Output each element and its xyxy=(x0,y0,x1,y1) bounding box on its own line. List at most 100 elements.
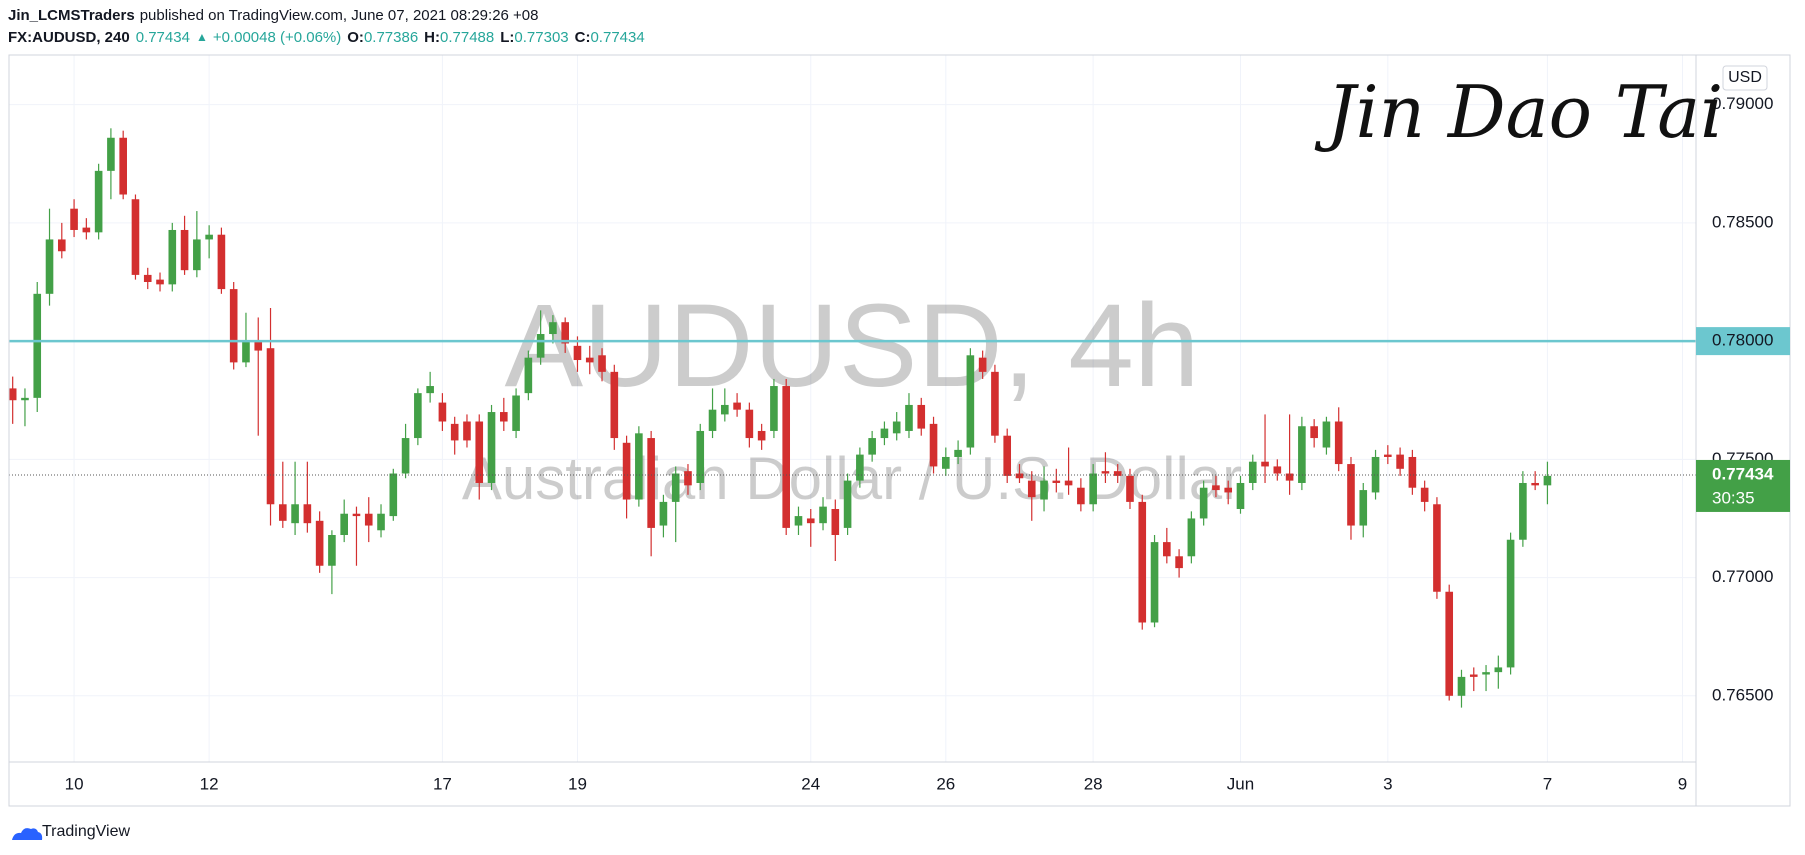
candle-body xyxy=(1175,556,1183,569)
candle-body xyxy=(1150,542,1159,623)
candle-body xyxy=(278,504,287,521)
candle-body xyxy=(1494,667,1503,673)
candle-body xyxy=(1310,426,1318,439)
currency-badge[interactable] xyxy=(1722,65,1768,91)
watermark-description: Australian Dollar / U.S. Dollar xyxy=(462,445,1242,512)
candle-body xyxy=(1371,456,1380,493)
candle-body xyxy=(229,289,238,363)
candle-body xyxy=(524,357,533,394)
candle-body xyxy=(401,438,410,474)
candle-body xyxy=(843,480,852,528)
candle-body xyxy=(450,423,459,441)
candle-body xyxy=(1519,482,1527,540)
candle-body xyxy=(659,501,668,526)
publish-line: Jin_LCMSTraders published on TradingView.… xyxy=(8,7,539,24)
candle-body xyxy=(45,239,54,294)
candle-body xyxy=(635,433,643,500)
candle-body xyxy=(868,438,876,455)
candle-body xyxy=(340,513,348,536)
candle-body xyxy=(1433,504,1441,592)
candle-body xyxy=(1273,466,1282,474)
last-price: 0.77434 xyxy=(136,29,190,46)
candle-body xyxy=(1187,518,1196,557)
candle-body xyxy=(991,371,999,436)
candle-body xyxy=(131,199,140,275)
brand-icon xyxy=(12,828,43,840)
candle-body xyxy=(1408,456,1417,488)
candle-body xyxy=(1064,480,1073,486)
candle-body xyxy=(1531,482,1539,486)
candle-body xyxy=(389,473,398,517)
x-tick-label: 10 xyxy=(65,774,84,793)
x-tick-label: 28 xyxy=(1084,774,1103,793)
candle-body xyxy=(1138,501,1147,623)
candle-body xyxy=(242,341,250,363)
candle-body xyxy=(70,208,78,230)
candle-body xyxy=(168,229,177,285)
candle-body xyxy=(426,386,434,394)
brand: TradingView xyxy=(42,823,130,840)
candle-body xyxy=(561,322,570,344)
y-tick-label: 0.78500 xyxy=(1712,212,1773,231)
legend-value: 0.77434 xyxy=(590,29,644,46)
x-tick-label: 24 xyxy=(801,774,820,793)
candle-body xyxy=(1052,480,1061,483)
candle-body xyxy=(1113,471,1122,476)
candle-body xyxy=(303,504,312,524)
candle-body xyxy=(57,239,66,252)
legend-value: 0.77386 xyxy=(364,29,418,46)
candle-body xyxy=(1261,461,1269,467)
candle-body xyxy=(610,371,619,439)
candle-body xyxy=(1248,461,1257,483)
candle-body xyxy=(1126,475,1134,502)
candle-body xyxy=(33,293,42,398)
candle-body xyxy=(438,402,447,422)
candle-body xyxy=(1543,475,1552,486)
y-tick-label: 0.79000 xyxy=(1712,94,1773,113)
candle-body xyxy=(328,535,336,566)
legend-value: 0.77303 xyxy=(514,29,568,46)
candle-body xyxy=(1334,421,1343,465)
candle-body xyxy=(414,393,422,439)
candle-body xyxy=(1482,672,1490,675)
candle-body xyxy=(708,409,717,431)
candle-body xyxy=(892,421,901,434)
candle-body xyxy=(1089,473,1097,505)
candle-body xyxy=(266,348,275,505)
candle-body xyxy=(917,404,926,429)
up-arrow: ▲ xyxy=(196,30,208,44)
candle-body xyxy=(942,456,950,469)
candle-body xyxy=(1469,674,1478,677)
watermark-symbol: AUDUSD, 4h xyxy=(504,280,1199,412)
candle-body xyxy=(647,438,655,528)
candle-body xyxy=(929,423,938,467)
candle-body xyxy=(573,345,582,361)
candle-body xyxy=(156,279,164,285)
candle-body xyxy=(82,227,91,233)
candle-body xyxy=(536,334,545,358)
candle-body xyxy=(1285,473,1294,481)
candle-body xyxy=(94,170,103,233)
candle-body xyxy=(1420,487,1429,502)
candle-body xyxy=(721,404,729,415)
x-tick-label: 3 xyxy=(1383,774,1392,793)
y-tick-label: 0.77000 xyxy=(1712,567,1773,586)
candle-body xyxy=(1347,464,1355,526)
grid xyxy=(9,55,1696,762)
candle-body xyxy=(1077,487,1085,505)
x-tick-label: 12 xyxy=(200,774,219,793)
candle-body xyxy=(1224,487,1233,493)
candle-body xyxy=(107,137,115,171)
candle-body xyxy=(1236,482,1245,509)
candle-body xyxy=(880,428,889,439)
candle-body xyxy=(143,274,152,282)
published: published on TradingView.com, June 07, 2… xyxy=(140,7,539,24)
x-tick-label: 19 xyxy=(568,774,587,793)
candle-body xyxy=(1163,542,1171,557)
candle-body xyxy=(733,402,741,410)
y-tick-label: 0.76500 xyxy=(1712,685,1773,704)
candle-body xyxy=(831,508,840,536)
last-price-label: 0.77434 xyxy=(1712,464,1774,483)
candle-body xyxy=(1445,591,1454,696)
